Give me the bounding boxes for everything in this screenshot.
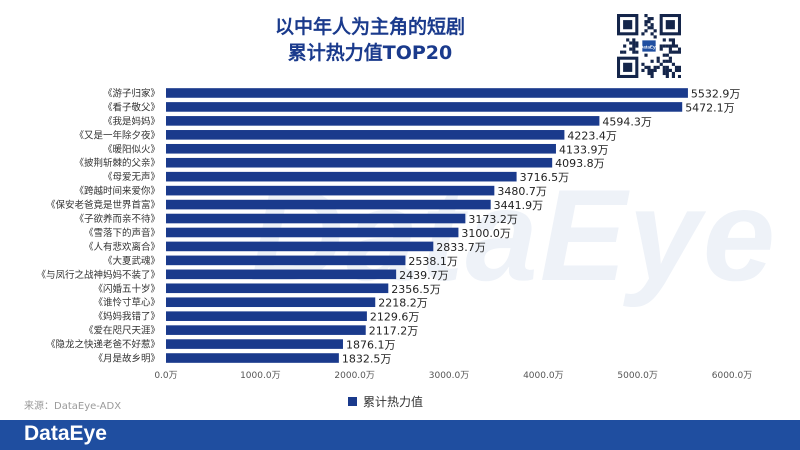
bar xyxy=(166,171,517,182)
data-label: 4223.4万 xyxy=(567,129,617,142)
data-label: 2833.7万 xyxy=(436,241,486,254)
qr-code-icon: DataEye xyxy=(617,14,681,78)
category-label: 《爱在咫尺天涯》 xyxy=(84,325,160,337)
category-label: 《妈妈我错了》 xyxy=(93,311,160,323)
bar xyxy=(166,297,376,308)
category-label: 《母爱无声》 xyxy=(103,171,160,183)
data-label: 2538.1万 xyxy=(408,255,458,268)
bar xyxy=(166,227,459,238)
bar xyxy=(166,102,683,112)
bar xyxy=(166,283,389,294)
bar xyxy=(166,255,406,266)
category-label: 《我是妈妈》 xyxy=(103,115,160,127)
bar xyxy=(166,157,553,168)
data-label: 4133.9万 xyxy=(559,143,609,156)
bar xyxy=(166,185,495,196)
bar xyxy=(166,311,367,321)
category-label: 《闪婚五十岁》 xyxy=(93,283,160,295)
chart-title: 以中年人为主角的短剧 累计热力值TOP20 xyxy=(190,14,550,66)
category-label: 《谁怜寸草心》 xyxy=(93,297,160,309)
category-label: 《看子敬父》 xyxy=(103,101,160,113)
bar xyxy=(166,213,466,224)
source-note: 来源：DataEye-ADX xyxy=(24,401,122,412)
category-label: 《披荆斩棘的父亲》 xyxy=(74,157,160,169)
category-label: 《与凤行之战神妈妈不装了》 xyxy=(36,269,160,281)
category-label: 《子欲养而亲不待》 xyxy=(74,213,160,225)
bar xyxy=(166,241,434,252)
legend-label: 累计热力值 xyxy=(363,395,424,409)
bar xyxy=(166,339,343,349)
data-label: 2117.2万 xyxy=(369,325,419,338)
data-label: 2356.5万 xyxy=(391,283,441,296)
category-label: 《隐龙之快递老爸不好惹》 xyxy=(46,339,160,351)
title-line-1: 以中年人为主角的短剧 xyxy=(274,16,465,38)
category-label: 《大夏武魂》 xyxy=(103,255,160,267)
category-label: 《月是故乡明》 xyxy=(93,353,160,365)
bar xyxy=(166,353,339,363)
data-label: 3716.5万 xyxy=(520,171,570,184)
category-label: 《人有悲欢离合》 xyxy=(84,241,160,253)
bar xyxy=(166,143,556,154)
data-label: 2439.7万 xyxy=(399,269,449,282)
footer-bar: DataEye xyxy=(0,420,800,450)
x-tick-label: 1000.0万 xyxy=(240,371,281,381)
data-label: 4093.8万 xyxy=(555,157,605,170)
data-label: 3173.2万 xyxy=(468,213,517,226)
x-tick-label: 6000.0万 xyxy=(712,371,753,381)
category-label: 《游子归家》 xyxy=(103,87,160,99)
x-tick-label: 0.0万 xyxy=(154,371,177,381)
legend-swatch xyxy=(348,397,357,406)
x-tick-label: 5000.0万 xyxy=(617,371,658,381)
data-label: 2129.6万 xyxy=(370,311,420,324)
brand-logo: DataEye xyxy=(24,422,107,445)
bar xyxy=(166,130,565,140)
x-tick-label: 2000.0万 xyxy=(334,371,375,381)
category-label: 《暖阳似火》 xyxy=(103,143,160,155)
qr-center-label: DataEye xyxy=(640,45,659,50)
category-label: 《雪落下的声音》 xyxy=(84,227,160,239)
category-label: 《又是一年除夕夜》 xyxy=(74,129,160,141)
bar xyxy=(166,269,397,280)
bar xyxy=(166,116,600,126)
category-label: 《保安老爸竟是世界首富》 xyxy=(46,199,160,211)
data-label: 3100.0万 xyxy=(461,227,511,240)
data-label: 4594.3万 xyxy=(602,115,652,128)
title-line-2: 累计热力值TOP20 xyxy=(287,42,453,64)
x-tick-label: 3000.0万 xyxy=(429,371,470,381)
bar xyxy=(166,325,366,335)
data-label: 1832.5万 xyxy=(342,353,392,366)
category-label: 《跨越时间来爱你》 xyxy=(74,185,160,197)
bar xyxy=(166,199,491,210)
chart-legend: 累计热力值 xyxy=(348,393,423,410)
data-label: 3441.9万 xyxy=(494,199,544,212)
data-label: 2218.2万 xyxy=(378,297,428,310)
data-label: 5472.1万 xyxy=(685,101,735,114)
bar xyxy=(166,88,688,98)
data-label: 1876.1万 xyxy=(346,339,396,352)
data-label: 5532.9万 xyxy=(691,87,741,100)
data-label: 3480.7万 xyxy=(497,185,547,198)
x-tick-label: 4000.0万 xyxy=(523,371,564,381)
